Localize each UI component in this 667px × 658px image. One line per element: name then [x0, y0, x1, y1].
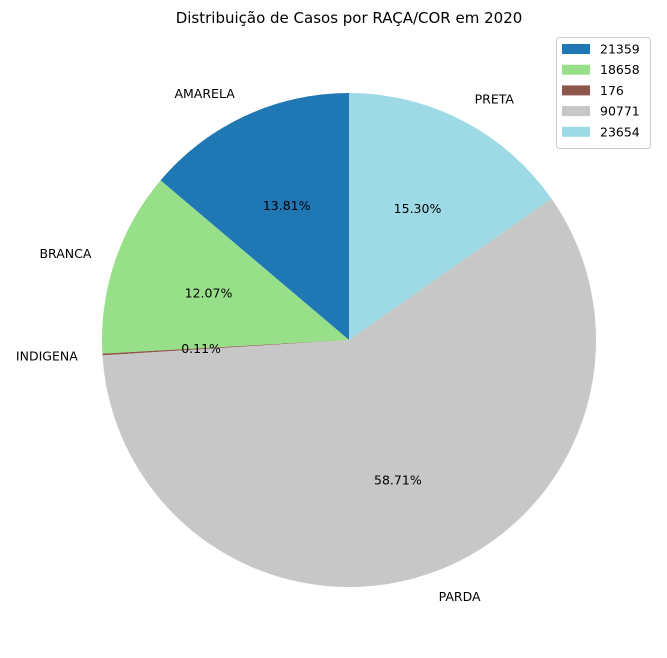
- legend-label-amarela: 21359: [600, 42, 640, 57]
- percent-label-preta: 15.30%: [394, 201, 442, 216]
- legend-label-branca: 18658: [600, 62, 640, 77]
- legend-label-parda: 90771: [600, 104, 640, 119]
- pie-slice-indigena: [102, 340, 349, 356]
- legend-swatch-parda: [562, 106, 590, 117]
- legend-label-preta: 23654: [600, 124, 640, 139]
- slice-label-indigena: INDIGENA: [16, 349, 78, 364]
- percent-label-parda: 58.71%: [374, 472, 422, 487]
- legend: 21359 18658 176 90771 23654: [556, 37, 651, 149]
- pie-slice-labels: AMARELA BRANCA INDIGENA PARDA PRETA: [16, 86, 514, 604]
- chart-title: Distribuição de Casos por RAÇA/COR em 20…: [176, 9, 523, 27]
- pie-slice-branca: [101, 180, 349, 354]
- legend-label-indigena: 176: [600, 83, 624, 98]
- pie-slices: [101, 93, 596, 587]
- legend-swatch-preta: [562, 126, 590, 137]
- slice-label-amarela: AMARELA: [174, 86, 235, 101]
- pie-percent-labels: 13.81% 12.07% 0.11% 58.71% 15.30%: [181, 198, 441, 487]
- pie-slice-preta: [349, 93, 552, 340]
- slice-label-branca: BRANCA: [39, 246, 91, 261]
- legend-swatch-indigena: [562, 85, 590, 96]
- percent-label-amarela: 13.81%: [263, 198, 311, 213]
- slice-label-preta: PRETA: [475, 92, 515, 107]
- legend-items: 21359 18658 176 90771 23654: [562, 42, 640, 139]
- pie-slice-parda: [102, 198, 596, 587]
- pie-slice-amarela: [160, 93, 349, 340]
- legend-swatch-branca: [562, 64, 590, 75]
- slice-label-parda: PARDA: [439, 589, 481, 604]
- percent-label-branca: 12.07%: [185, 285, 233, 300]
- percent-label-indigena: 0.11%: [181, 341, 221, 356]
- legend-swatch-amarela: [562, 44, 590, 54]
